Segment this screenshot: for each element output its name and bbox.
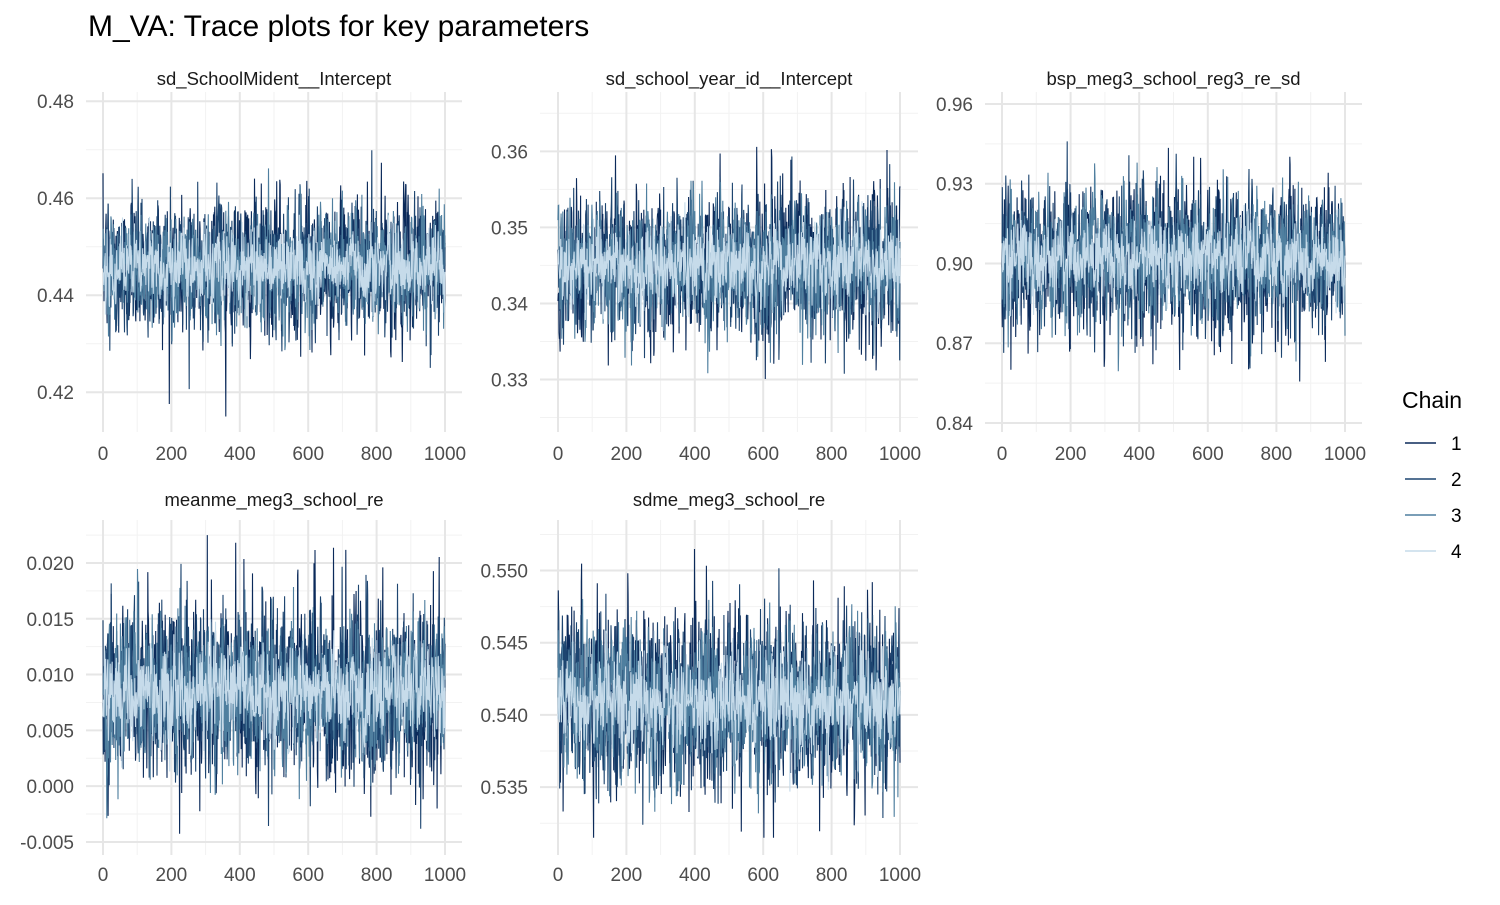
x-tick-label: 200 bbox=[156, 444, 188, 465]
legend-label: 1 bbox=[1451, 434, 1462, 455]
legend-item-chain-3: 3 bbox=[1405, 506, 1462, 527]
y-tick-label: 0.48 bbox=[37, 92, 74, 113]
y-tick-label: 0.010 bbox=[26, 666, 74, 687]
y-tick-label: 0.84 bbox=[936, 414, 973, 435]
x-tick-label: 600 bbox=[747, 444, 779, 465]
x-tick-label: 600 bbox=[1192, 444, 1224, 465]
x-tick-label: 800 bbox=[816, 865, 848, 886]
trace-chain-4 bbox=[557, 630, 901, 792]
x-tick-label: 800 bbox=[361, 865, 393, 886]
x-tick-label: 1000 bbox=[879, 865, 921, 886]
x-tick-label: 1000 bbox=[424, 865, 466, 886]
trace-chain-4 bbox=[102, 619, 446, 772]
x-tick-label: 400 bbox=[224, 444, 256, 465]
trace-chain-4 bbox=[1001, 204, 1346, 319]
x-tick-label: 800 bbox=[816, 444, 848, 465]
legend-item-chain-4: 4 bbox=[1405, 542, 1462, 563]
y-tick-label: -0.005 bbox=[20, 833, 74, 854]
panel-title: sd_school_year_id__Intercept bbox=[606, 68, 853, 90]
y-tick-label: 0.000 bbox=[26, 777, 74, 798]
y-tick-label: 0.33 bbox=[491, 371, 528, 392]
y-tick-label: 0.540 bbox=[480, 706, 528, 727]
x-tick-label: 400 bbox=[679, 865, 711, 886]
y-tick-label: 0.42 bbox=[37, 383, 74, 404]
legend-label: 4 bbox=[1451, 542, 1462, 563]
x-tick-label: 600 bbox=[292, 444, 324, 465]
x-tick-label: 600 bbox=[292, 865, 324, 886]
trace-chain-4 bbox=[102, 214, 446, 318]
x-tick-label: 0 bbox=[997, 444, 1008, 465]
panel-3: 0 200 400 600 800 1000 0.84 0.87 0.90 0.93 0.96 bsp… bbox=[936, 68, 1366, 465]
x-tick-label: 0 bbox=[98, 865, 109, 886]
y-tick-label: 0.005 bbox=[26, 721, 74, 742]
x-tick-label: 400 bbox=[1123, 444, 1155, 465]
x-tick-label: 800 bbox=[1261, 444, 1293, 465]
panel-title: sd_SchoolMident__Intercept bbox=[157, 68, 391, 90]
x-tick-label: 200 bbox=[611, 444, 643, 465]
x-tick-label: 1000 bbox=[879, 444, 921, 465]
chart-title: M_VA: Trace plots for key parameters bbox=[88, 10, 589, 43]
y-tick-label: 0.550 bbox=[480, 562, 528, 583]
x-tick-label: 600 bbox=[747, 865, 779, 886]
x-tick-label: 200 bbox=[156, 865, 188, 886]
legend-title: Chain bbox=[1402, 387, 1462, 413]
legend-item-chain-2: 2 bbox=[1405, 470, 1462, 491]
y-tick-label: 0.015 bbox=[26, 610, 74, 631]
x-tick-label: 400 bbox=[679, 444, 711, 465]
y-tick-label: 0.34 bbox=[491, 294, 528, 315]
x-tick-label: 200 bbox=[1055, 444, 1087, 465]
x-tick-label: 1000 bbox=[424, 444, 466, 465]
panel-1: 0 200 400 600 800 1000 0.42 0.44 0.46 0.48 sd_Scho… bbox=[37, 68, 466, 465]
x-tick-label: 800 bbox=[361, 444, 393, 465]
panel-5: 0 200 400 600 800 1000 0.535 0.540 0.545 0.550 sdm… bbox=[480, 489, 921, 886]
legend: Chain 1 2 3 4 bbox=[1402, 387, 1462, 563]
x-tick-label: 1000 bbox=[1324, 444, 1366, 465]
x-tick-label: 0 bbox=[553, 444, 564, 465]
panel-title: meanme_meg3_school_re bbox=[164, 489, 383, 511]
panel-title: sdme_meg3_school_re bbox=[633, 489, 825, 511]
trace-chain-4 bbox=[557, 201, 901, 332]
x-tick-label: 0 bbox=[98, 444, 109, 465]
y-tick-label: 0.020 bbox=[26, 554, 74, 575]
legend-item-chain-1: 1 bbox=[1405, 434, 1462, 455]
y-tick-label: 0.35 bbox=[491, 218, 528, 239]
panel-2: 0 200 400 600 800 1000 0.33 0.34 0.35 0.36 sd_scho… bbox=[491, 68, 921, 465]
x-tick-label: 400 bbox=[224, 865, 256, 886]
y-tick-label: 0.90 bbox=[936, 254, 973, 275]
y-tick-label: 0.36 bbox=[491, 142, 528, 163]
x-tick-label: 0 bbox=[553, 865, 564, 886]
panel-4: 0 200 400 600 800 1000 -0.005 0.000 0.005 0.010 0.… bbox=[20, 489, 466, 886]
y-tick-label: 0.93 bbox=[936, 175, 973, 196]
y-tick-label: 0.44 bbox=[37, 286, 74, 307]
x-tick-label: 200 bbox=[611, 865, 643, 886]
legend-label: 2 bbox=[1451, 470, 1462, 491]
y-tick-label: 0.535 bbox=[480, 778, 528, 799]
y-tick-label: 0.46 bbox=[37, 189, 74, 210]
y-tick-label: 0.545 bbox=[480, 634, 528, 655]
legend-label: 3 bbox=[1451, 506, 1462, 527]
y-tick-label: 0.96 bbox=[936, 95, 973, 116]
panel-title: bsp_meg3_school_reg3_re_sd bbox=[1046, 68, 1300, 90]
y-tick-label: 0.87 bbox=[936, 334, 973, 355]
